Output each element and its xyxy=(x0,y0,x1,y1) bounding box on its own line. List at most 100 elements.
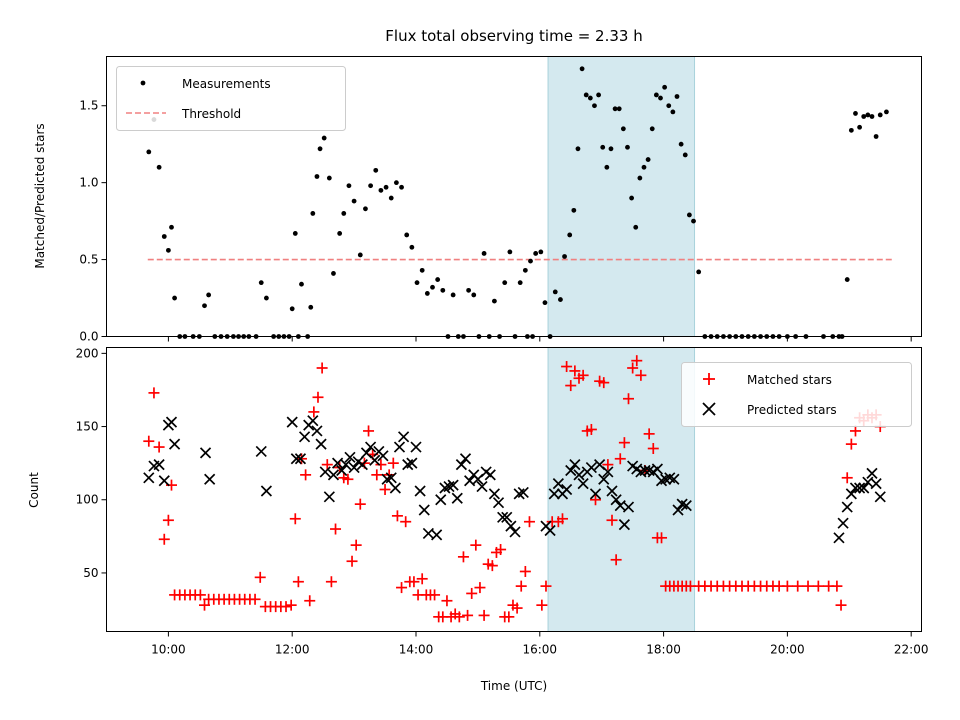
measurement-point xyxy=(373,167,379,173)
predicted-star-marker xyxy=(455,459,467,471)
matched-star-marker xyxy=(396,582,408,594)
measurement-point xyxy=(691,218,696,224)
matched-star-marker xyxy=(304,595,316,607)
matched-star-marker xyxy=(631,355,643,367)
x-stroke-2 xyxy=(311,425,323,437)
matched-star-marker xyxy=(606,514,618,526)
matched-star-marker xyxy=(316,362,328,374)
matched-star-marker xyxy=(289,513,301,525)
predicted-star-marker xyxy=(398,431,410,443)
x-stroke-2 xyxy=(849,482,862,494)
x-tick-label: 10:00 xyxy=(151,643,186,657)
x-stroke-2 xyxy=(552,478,564,490)
matched-star-marker xyxy=(627,362,639,374)
x-stroke-2 xyxy=(594,459,606,471)
measurement-point xyxy=(552,289,558,295)
predicted-star-marker xyxy=(459,453,472,465)
matched-star-marker xyxy=(503,611,515,623)
matched-star-marker xyxy=(519,565,531,577)
measurement-point xyxy=(165,247,171,253)
x-stroke-2 xyxy=(672,504,684,516)
matched-star-marker xyxy=(387,457,399,469)
measurement-point xyxy=(317,146,323,152)
x-tick-label: 18:00 xyxy=(646,643,681,657)
predicted-star-marker xyxy=(365,441,377,453)
measurement-point xyxy=(264,295,269,301)
measurement-point xyxy=(542,300,548,306)
x-stroke-2 xyxy=(492,497,505,509)
bottom-x-ticks: 10:00 12:00 14:00 16:00 18:00 20:00 22:00 xyxy=(151,631,928,657)
measurement-point xyxy=(507,249,513,255)
measurement-point xyxy=(378,187,384,193)
measurement-point xyxy=(206,292,212,298)
matched-star-marker xyxy=(346,555,358,567)
x-stroke-2 xyxy=(199,447,212,459)
x-stroke-2 xyxy=(837,517,849,529)
matched-star-marker xyxy=(569,365,581,377)
matched-star-marker xyxy=(623,393,635,405)
predicted-star-marker xyxy=(618,519,630,531)
matched-star-marker xyxy=(511,602,523,614)
measurement-point xyxy=(409,244,415,250)
measurement-point xyxy=(633,224,639,230)
x-stroke-2 xyxy=(488,488,500,500)
predicted-star-marker xyxy=(431,529,443,541)
predicted-star-marker xyxy=(336,464,348,477)
top-legend-box xyxy=(116,66,346,131)
predicted-star-marker xyxy=(517,486,529,499)
x-stroke-2 xyxy=(286,416,298,428)
measurement-point xyxy=(321,135,327,141)
predicted-legend-marker xyxy=(702,402,716,416)
predicted-stars-points xyxy=(143,415,886,544)
x-stroke-2 xyxy=(484,469,496,481)
predicted-star-marker xyxy=(841,501,853,513)
predicted-star-marker xyxy=(866,467,878,479)
matched-star-marker xyxy=(495,544,507,556)
predicted-star-marker xyxy=(488,488,500,500)
matched-star-marker xyxy=(462,609,474,621)
measurement-point xyxy=(471,292,477,298)
measurement-point xyxy=(575,146,581,152)
predicted-star-marker xyxy=(255,445,267,458)
x-stroke-2 xyxy=(360,447,373,459)
x-tick-label: 12:00 xyxy=(275,643,310,657)
matched-star-marker xyxy=(379,484,391,495)
measurement-point xyxy=(604,164,610,170)
predicted-star-marker xyxy=(447,479,459,491)
x-axis-label: Time (UTC) xyxy=(480,679,547,693)
matched-star-marker xyxy=(342,473,354,485)
measurement-point xyxy=(873,134,879,139)
bottom-y-ticks: 50 100 150 200 xyxy=(76,346,107,580)
matched-star-marker xyxy=(363,425,375,437)
chart-title: Flux total observing time = 2.33 h xyxy=(385,27,642,45)
measurements-legend-marker xyxy=(140,80,146,86)
measurement-point xyxy=(388,195,394,201)
predicted-star-marker xyxy=(680,500,692,512)
bottom-y-axis-label: Count xyxy=(27,472,41,508)
predicted-star-marker xyxy=(410,441,422,453)
matched-star-marker xyxy=(416,573,428,585)
x-stroke-2 xyxy=(598,473,610,485)
predicted-star-marker xyxy=(651,463,663,475)
matched-star-marker xyxy=(835,599,847,611)
matched-star-marker xyxy=(602,459,614,471)
measurement-point xyxy=(404,232,410,238)
measurement-point xyxy=(662,84,668,90)
x-stroke-2 xyxy=(418,504,430,516)
measurement-point xyxy=(424,291,430,296)
measurement-point xyxy=(399,184,404,190)
predicted-star-marker xyxy=(569,459,581,471)
predicted-star-marker xyxy=(294,453,307,465)
matched-stars-points xyxy=(143,355,886,623)
x-stroke-2 xyxy=(165,416,178,428)
measurement-point xyxy=(169,224,174,230)
x-stroke-2 xyxy=(870,478,882,490)
legend-measurements: Measurements xyxy=(182,77,271,91)
measurement-point xyxy=(848,127,854,133)
x-stroke-2 xyxy=(464,475,476,487)
x-stroke-2 xyxy=(841,501,853,513)
matched-star-marker xyxy=(375,459,387,471)
matched-star-marker xyxy=(849,425,861,437)
x-stroke-2 xyxy=(348,461,360,474)
predicted-star-marker xyxy=(168,438,181,450)
